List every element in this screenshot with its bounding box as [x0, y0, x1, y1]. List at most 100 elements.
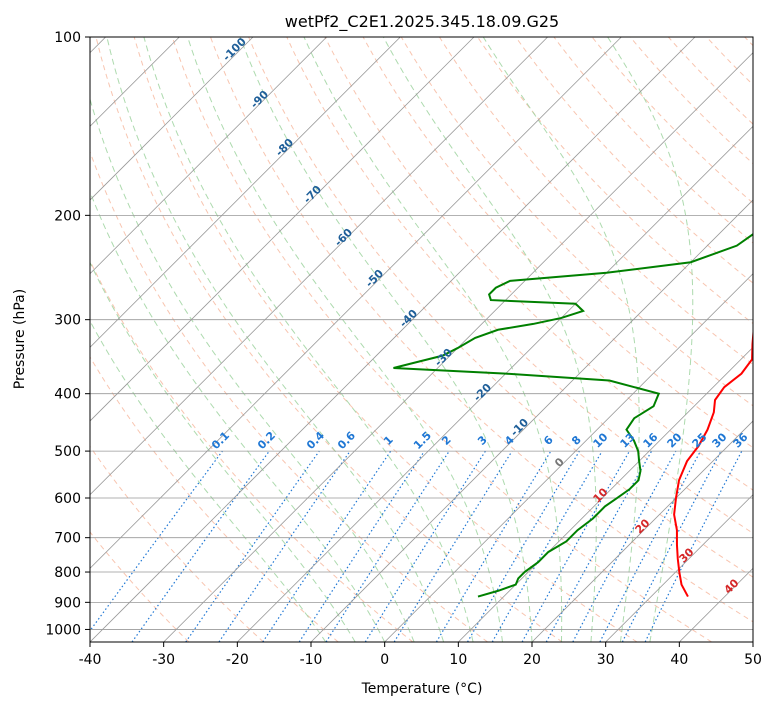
moist-adiabat-label: -30 — [432, 346, 455, 369]
mixing-ratio-label: 0.6 — [335, 429, 358, 452]
y-tick-label: 600 — [54, 491, 81, 507]
dry-adiabat-label: 10 — [591, 485, 611, 505]
moist-adiabat-label: -40 — [397, 307, 420, 330]
freezing-level-label: 0 — [552, 455, 567, 470]
mixing-ratio-line — [364, 450, 486, 642]
dry-adiabat-line — [706, 37, 753, 86]
isotherm-line — [752, 641, 753, 642]
mixing-ratio-label: 13 — [618, 431, 638, 451]
mixing-ratio-line — [572, 450, 677, 642]
dry-adiabat-line — [324, 37, 753, 491]
mixing-ratio-line — [131, 450, 270, 642]
x-tick-label: 40 — [670, 652, 688, 668]
moist-adiabat-label: -20 — [471, 381, 494, 404]
isotherm-line — [90, 37, 696, 642]
moist-adiabat-label: -60 — [332, 226, 355, 249]
x-tick-label: 50 — [744, 652, 762, 668]
dry-adiabat-line — [362, 37, 753, 449]
moist-adiabat-line — [90, 320, 327, 642]
y-tick-label: 200 — [54, 208, 81, 224]
isotherm-line — [384, 273, 753, 642]
mixing-ratio-line — [262, 450, 392, 642]
moist-adiabat-label: -80 — [273, 136, 296, 159]
dry-adiabat-line — [248, 37, 753, 578]
y-tick-label: 1000 — [45, 622, 81, 638]
x-axis-label: Temperature (°C) — [361, 681, 483, 697]
plot-frame — [89, 36, 754, 643]
y-tick-label: 300 — [54, 313, 81, 329]
moist-adiabat-line — [607, 37, 694, 642]
isotherm-line — [458, 346, 753, 642]
temperature-profile — [673, 327, 753, 598]
isotherm-line — [90, 37, 327, 275]
mixing-ratio-line — [393, 450, 513, 642]
moist-adiabat-label: -100 — [220, 35, 249, 64]
moist-adiabat-label: -90 — [248, 88, 271, 111]
plot-area: 0.1 0.2 0.4 0.6 1 1.5 2 3 4 6 8 10 13 16 20 25 30 36-100-… — [90, 35, 753, 642]
mixing-ratio-label: 1 — [381, 433, 396, 448]
isotherm-line — [90, 37, 401, 348]
moist-adiabat-label: -50 — [363, 267, 386, 290]
mixing-ratio-label: 8 — [569, 433, 584, 448]
mixing-ratio-label: 3 — [475, 433, 490, 448]
y-tick-label: 500 — [54, 444, 81, 460]
dry-adiabat-line — [133, 37, 638, 642]
mixing-ratio-label: 0.4 — [304, 429, 327, 452]
mixing-ratio-label: 6 — [541, 433, 556, 448]
isotherm-line — [90, 37, 548, 496]
mixing-ratio-line — [325, 450, 450, 642]
dry-adiabat-line — [210, 37, 753, 623]
x-tick-label: 0 — [380, 652, 389, 668]
mixing-ratio-line — [466, 450, 580, 642]
mixing-ratio-label: 2 — [439, 433, 454, 448]
dry-adiabat-line — [90, 445, 264, 642]
dry-adiabat-line — [515, 37, 753, 284]
dry-adiabat-label: 20 — [633, 516, 653, 536]
moist-adiabat-line — [382, 37, 597, 642]
dry-adiabat-line — [90, 259, 414, 642]
isotherm-line — [237, 125, 753, 642]
mixing-ratio-line — [298, 450, 425, 642]
axes: -40 -30 -20 -10 0 10 20 30 40 5010020030040050060… — [45, 30, 762, 668]
x-tick-label: -40 — [79, 652, 102, 668]
moist-adiabat-line — [90, 97, 415, 642]
x-tick-label: 30 — [597, 652, 615, 668]
x-tick-label: -10 — [300, 652, 323, 668]
mixing-ratio-line — [90, 450, 223, 632]
x-tick-label: 10 — [449, 652, 467, 668]
moist-adiabat-line — [239, 37, 533, 642]
dry-adiabat-label: 40 — [722, 576, 742, 596]
moist-adiabat-line — [187, 37, 504, 642]
dry-adiabat-label: 30 — [677, 545, 697, 565]
moist-adiabat-line — [303, 37, 563, 642]
moist-adiabat-line — [482, 37, 640, 642]
moist-adiabat-line — [90, 190, 386, 642]
isotherm-line — [163, 52, 753, 642]
isotherm-line — [605, 494, 753, 642]
y-tick-label: 100 — [54, 30, 81, 46]
y-axis-label: Pressure (hPa) — [12, 289, 28, 389]
mixing-ratio-line — [545, 450, 653, 642]
y-tick-label: 900 — [54, 595, 81, 611]
moist-adiabat-line — [90, 261, 356, 642]
moist-adiabat-line — [143, 37, 474, 642]
dry-adiabat-line — [90, 150, 488, 642]
chart-title: wetPf2_C2E1.2025.345.18.09.G25 — [285, 12, 559, 32]
dry-adiabat-line — [90, 356, 339, 642]
isotherm-line — [90, 37, 475, 422]
dry-adiabat-line — [553, 37, 753, 244]
isotherm-line — [90, 37, 254, 201]
x-tick-label: -30 — [152, 652, 175, 668]
x-tick-label: 20 — [523, 652, 541, 668]
y-tick-label: 700 — [54, 531, 81, 547]
isotherm-line — [90, 37, 622, 569]
y-tick-label: 800 — [54, 565, 81, 581]
mixing-ratio-line — [521, 450, 631, 642]
dewpoint-profile — [393, 232, 753, 598]
moist-adiabat-label: -70 — [301, 183, 324, 206]
dry-adiabat-line — [400, 37, 753, 407]
dry-adiabat-line — [95, 37, 563, 642]
y-tick-label: 400 — [54, 387, 81, 403]
mixing-ratio-line — [218, 450, 351, 642]
